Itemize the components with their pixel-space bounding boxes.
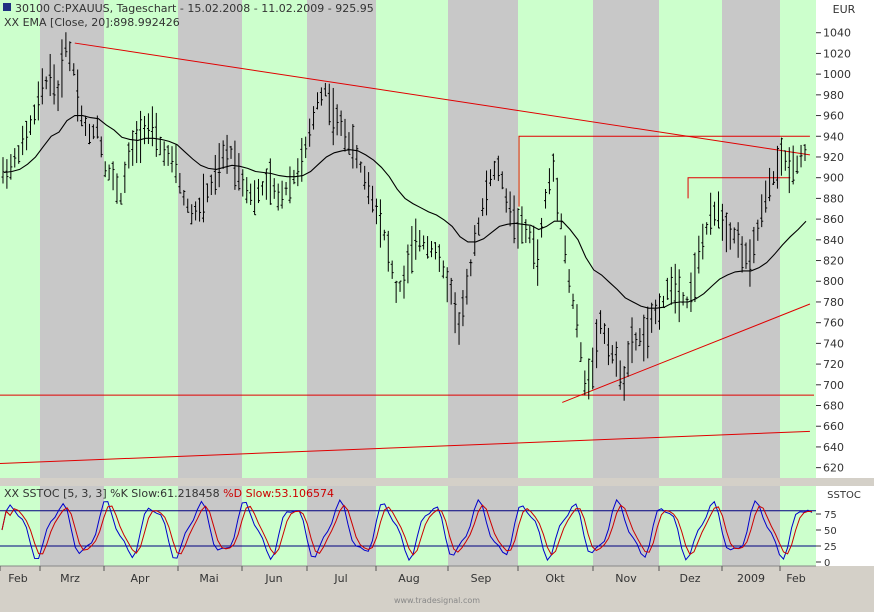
price-tick-label: 1000 [823,68,851,81]
month-band [593,486,659,566]
month-band [242,0,307,478]
indicator-tick-label: 75 [824,510,837,521]
currency-label: EUR [833,3,856,16]
price-tick-label: 980 [823,89,844,102]
price-tick-label: 760 [823,317,844,330]
price-tick-label: 960 [823,110,844,123]
time-tick-label: Nov [615,572,637,585]
price-panel-background [0,0,816,478]
month-band [448,486,518,566]
indicator-tick-label: 50 [824,526,837,537]
price-tick-label: 860 [823,213,844,226]
ohlc-bars [1,32,807,401]
stoch-k-line [1,498,813,562]
time-tick-label: Dez [679,572,700,585]
ema-line [3,115,807,309]
price-tick-label: 1020 [823,47,851,60]
downtrend-line [74,42,811,156]
price-tick-label: 780 [823,296,844,309]
month-band [178,486,242,566]
month-band [178,0,242,478]
time-tick-label: Jul [333,572,347,585]
horizontal-levels [0,135,814,396]
symbol-title: 30100 C:PXAUUS, Tageschart - 15.02.2008 … [15,2,374,15]
month-band [593,0,659,478]
watermark: www.tradesignal.com [394,596,480,605]
time-tick-label: Feb [786,572,805,585]
indicator-tick-label: 25 [824,542,837,553]
month-band [518,0,593,478]
month-band [722,486,780,566]
price-tick-label: 840 [823,234,844,247]
resistance-level [518,135,810,207]
time-tick-label: Okt [545,572,565,585]
price-tick-label: 920 [823,151,844,164]
price-tick-label: 900 [823,172,844,185]
price-tick-label: 680 [823,400,844,413]
month-band [780,0,816,478]
price-tick-label: 740 [823,337,844,350]
month-band [104,0,178,478]
indicator-d-label: %D Slow:53.106574 [220,487,334,500]
minor-level [687,177,791,199]
price-tick-label: 640 [823,441,844,454]
indicator-tick-label: 0 [824,558,830,569]
month-band [518,486,593,566]
symbol-icon[interactable] [3,3,11,11]
trendlines [0,42,811,465]
ema-label: XX EMA [Close, 20]:898.992426 [4,16,180,29]
month-band [40,486,104,566]
price-axis-ticks: 620 640 660 680 700 720 740 760 780 800 820 840 860 8… [816,27,851,475]
price-axis [816,0,874,478]
time-tick-label: Jun [264,572,282,585]
price-tick-label: 880 [823,192,844,205]
month-band [307,0,376,478]
price-tick-label: 1040 [823,27,851,40]
price-tick-label: 620 [823,462,844,475]
time-tick-label: Sep [471,572,492,585]
indicator-axis-ticks: 75 50 25 0 [816,510,837,569]
time-tick-label: Feb [8,572,27,585]
price-tick-label: 660 [823,420,844,433]
time-tick-label: Mrz [60,572,80,585]
month-band [0,0,40,478]
time-axis [0,566,874,607]
indicator-k-label: XX SSTOC [5, 3, 3] %K Slow:61.218458 [4,487,220,500]
indicator-label: XX SSTOC [5, 3, 3] %K Slow:61.218458 %D … [4,487,334,500]
time-tick-label: Aug [398,572,419,585]
price-tick-label: 940 [823,130,844,143]
long-term-support-line [0,430,810,465]
month-band [659,0,722,478]
time-tick-label: 2009 [737,572,765,585]
time-tick-label: Apr [130,572,150,585]
price-tick-label: 700 [823,379,844,392]
time-axis-ticks: Feb Mrz Apr Mai Jun Jul Aug Sep Okt Nov Dez 2009 Feb [0,566,806,585]
indicator-axis-title: SSTOC [827,490,861,501]
indicator-axis [816,486,874,566]
price-tick-label: 820 [823,255,844,268]
uptrend-line [562,303,811,403]
price-tick-label: 720 [823,358,844,371]
time-tick-label: Mai [199,572,218,585]
month-band [40,0,104,478]
stoch-d-line [1,504,813,556]
price-tick-label: 800 [823,275,844,288]
month-band [722,0,780,478]
